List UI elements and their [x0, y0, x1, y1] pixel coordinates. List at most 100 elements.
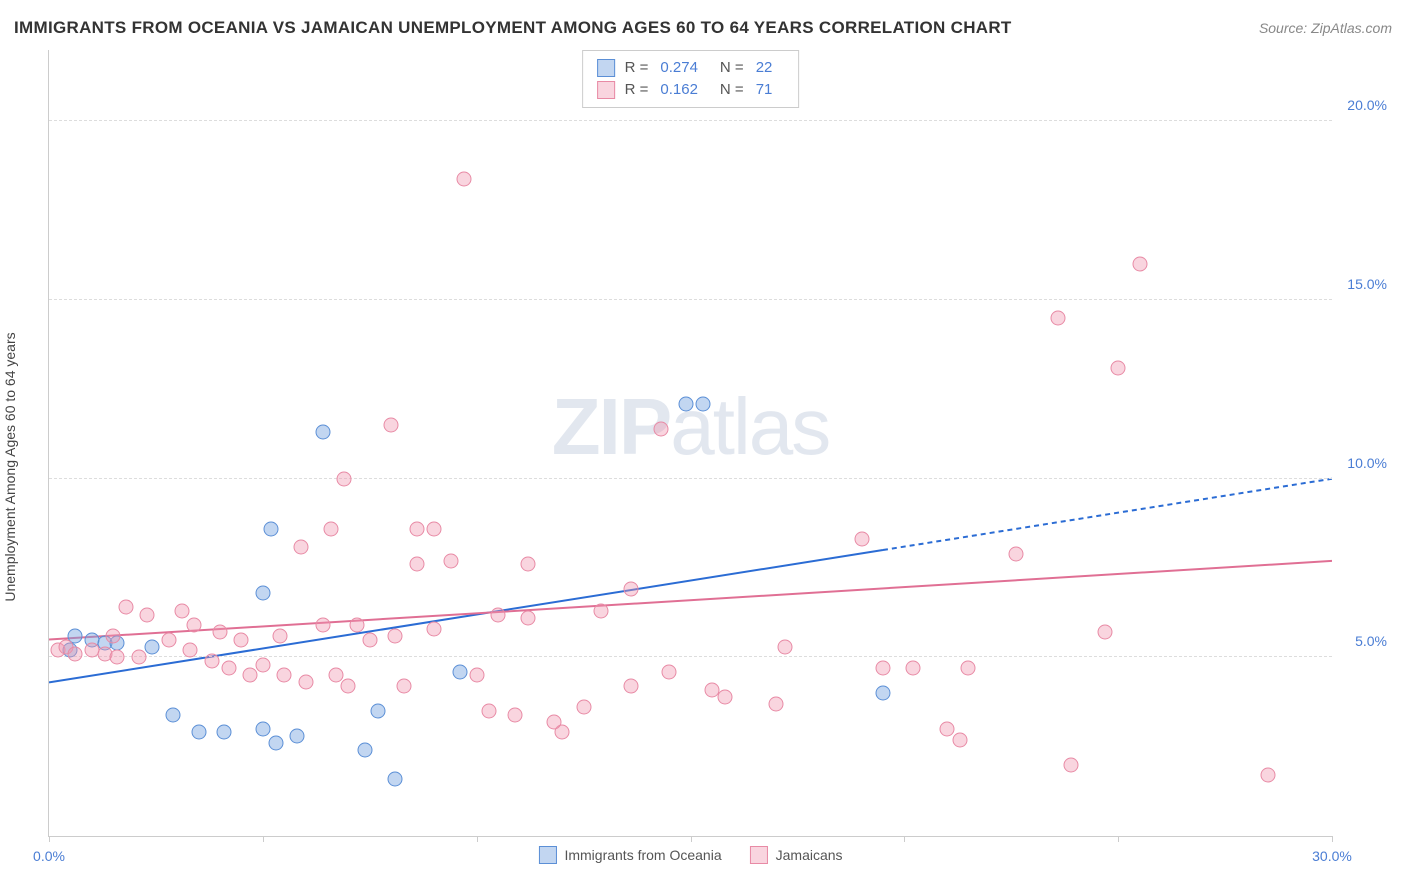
scatter-point — [426, 521, 441, 536]
swatch-series-2 — [597, 81, 615, 99]
trend-lines — [49, 50, 1332, 836]
scatter-point — [217, 725, 232, 740]
scatter-point — [426, 621, 441, 636]
series-legend: Immigrants from Oceania Jamaicans — [538, 846, 842, 864]
scatter-point — [183, 643, 198, 658]
correlation-legend: R = 0.274 N = 22 R = 0.162 N = 71 — [582, 50, 800, 108]
legend-label-2: Jamaicans — [776, 847, 843, 863]
gridline — [49, 120, 1332, 121]
scatter-point — [520, 557, 535, 572]
scatter-point — [388, 771, 403, 786]
scatter-point — [221, 661, 236, 676]
chart-container: Unemployment Among Ages 60 to 64 years R… — [48, 50, 1392, 867]
scatter-point — [623, 582, 638, 597]
scatter-point — [264, 521, 279, 536]
x-tick — [1332, 836, 1333, 842]
scatter-point — [1051, 310, 1066, 325]
n-value-2: 71 — [756, 79, 773, 101]
scatter-point — [324, 521, 339, 536]
r-label: R = — [625, 79, 649, 101]
scatter-point — [508, 707, 523, 722]
scatter-point — [409, 521, 424, 536]
scatter-point — [444, 553, 459, 568]
scatter-point — [255, 657, 270, 672]
scatter-point — [1132, 257, 1147, 272]
scatter-point — [546, 714, 561, 729]
y-tick-label: 15.0% — [1347, 276, 1387, 292]
chart-title: IMMIGRANTS FROM OCEANIA VS JAMAICAN UNEM… — [14, 18, 1012, 38]
legend-label-1: Immigrants from Oceania — [564, 847, 721, 863]
scatter-point — [213, 625, 228, 640]
scatter-point — [905, 661, 920, 676]
y-tick-label: 5.0% — [1355, 633, 1387, 649]
scatter-point — [409, 557, 424, 572]
scatter-point — [315, 425, 330, 440]
scatter-point — [717, 689, 732, 704]
chart-source: Source: ZipAtlas.com — [1259, 20, 1392, 36]
scatter-point — [294, 539, 309, 554]
swatch-series-2 — [750, 846, 768, 864]
scatter-point — [940, 721, 955, 736]
x-tick — [1118, 836, 1119, 842]
scatter-point — [255, 721, 270, 736]
scatter-point — [961, 661, 976, 676]
scatter-point — [696, 396, 711, 411]
scatter-point — [396, 678, 411, 693]
scatter-point — [362, 632, 377, 647]
scatter-point — [243, 668, 258, 683]
scatter-point — [204, 653, 219, 668]
scatter-point — [371, 703, 386, 718]
scatter-point — [952, 732, 967, 747]
watermark: ZIPatlas — [552, 381, 829, 473]
scatter-point — [106, 628, 121, 643]
scatter-point — [341, 678, 356, 693]
scatter-point — [520, 611, 535, 626]
scatter-point — [67, 646, 82, 661]
scatter-point — [277, 668, 292, 683]
scatter-point — [272, 628, 287, 643]
scatter-point — [144, 639, 159, 654]
x-tick — [49, 836, 50, 842]
scatter-point — [452, 664, 467, 679]
plot-area: R = 0.274 N = 22 R = 0.162 N = 71 ZIPatl… — [48, 50, 1332, 837]
y-axis-label: Unemployment Among Ages 60 to 64 years — [2, 332, 18, 601]
scatter-point — [769, 696, 784, 711]
scatter-point — [118, 600, 133, 615]
scatter-point — [110, 650, 125, 665]
scatter-point — [255, 586, 270, 601]
y-tick-label: 20.0% — [1347, 97, 1387, 113]
scatter-point — [1064, 757, 1079, 772]
scatter-point — [777, 639, 792, 654]
scatter-point — [268, 736, 283, 751]
scatter-point — [337, 471, 352, 486]
scatter-point — [623, 678, 638, 693]
gridline — [49, 299, 1332, 300]
scatter-point — [131, 650, 146, 665]
scatter-point — [298, 675, 313, 690]
n-label: N = — [720, 57, 744, 79]
scatter-point — [491, 607, 506, 622]
scatter-point — [166, 707, 181, 722]
scatter-point — [875, 661, 890, 676]
x-tick-label: 0.0% — [33, 848, 65, 864]
r-label: R = — [625, 57, 649, 79]
scatter-point — [662, 664, 677, 679]
scatter-point — [234, 632, 249, 647]
correlation-row-1: R = 0.274 N = 22 — [597, 57, 785, 79]
scatter-point — [854, 532, 869, 547]
scatter-point — [653, 421, 668, 436]
legend-item-1: Immigrants from Oceania — [538, 846, 721, 864]
scatter-point — [1098, 625, 1113, 640]
scatter-point — [349, 618, 364, 633]
y-tick-label: 10.0% — [1347, 455, 1387, 471]
x-tick — [263, 836, 264, 842]
scatter-point — [161, 632, 176, 647]
scatter-point — [328, 668, 343, 683]
gridline — [49, 478, 1332, 479]
swatch-series-1 — [597, 59, 615, 77]
scatter-point — [469, 668, 484, 683]
r-value-1: 0.274 — [660, 57, 698, 79]
r-value-2: 0.162 — [660, 79, 698, 101]
scatter-point — [456, 171, 471, 186]
x-tick — [477, 836, 478, 842]
